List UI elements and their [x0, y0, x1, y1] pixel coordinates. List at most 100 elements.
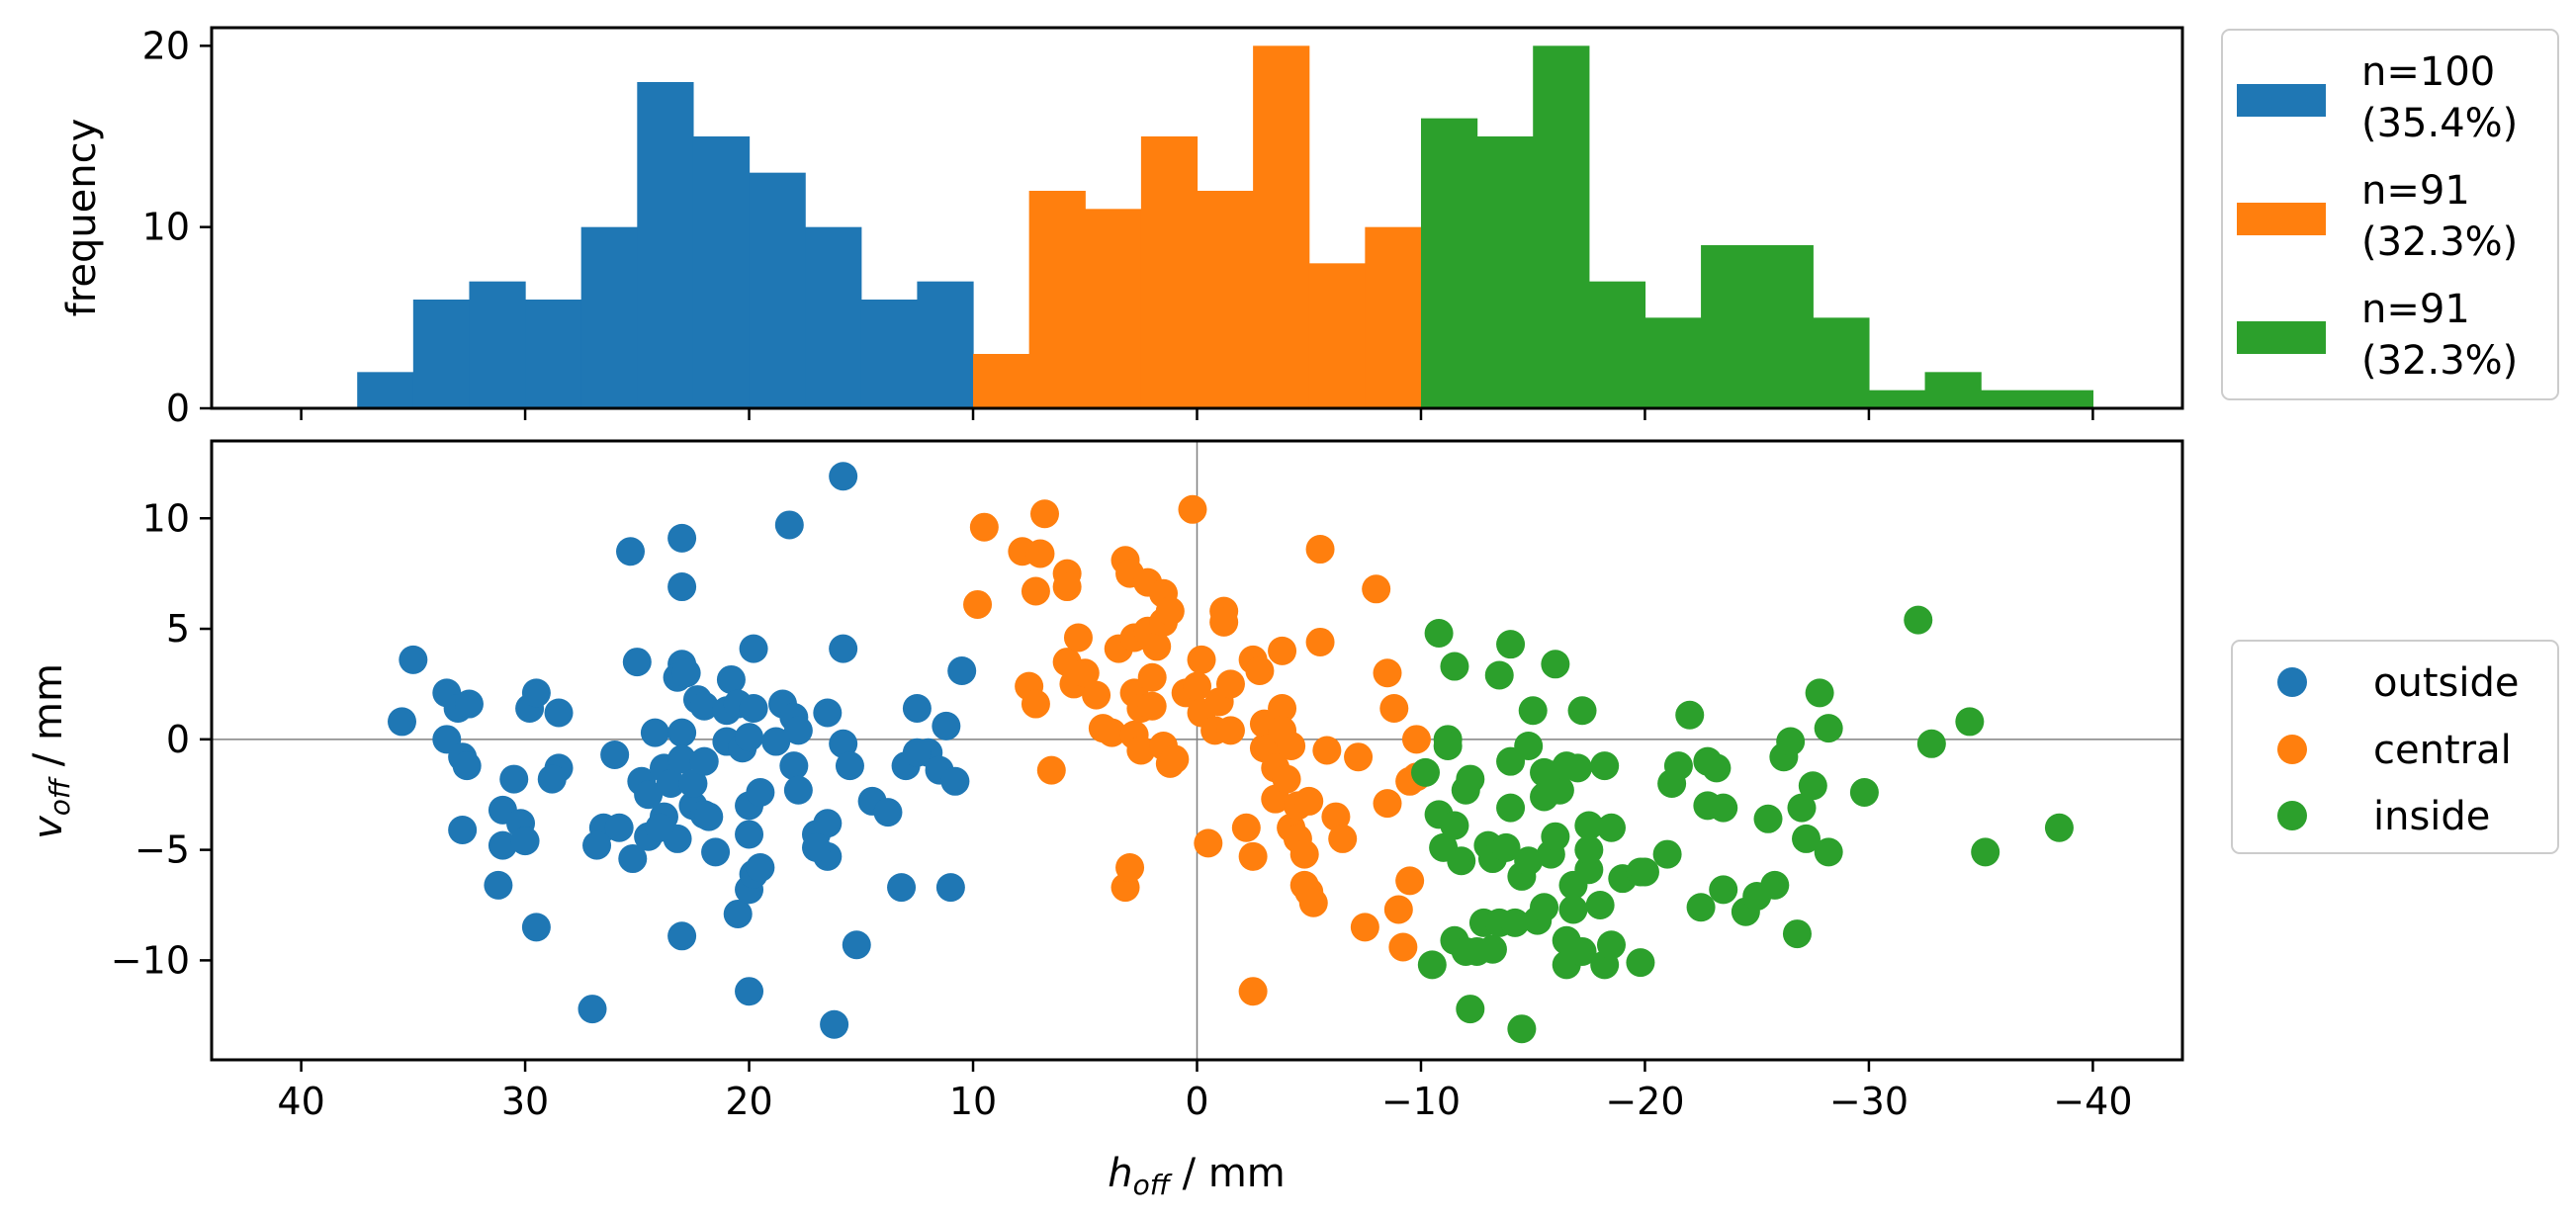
scatter-point-inside: [1585, 891, 1615, 919]
scatter-xtick-label: 30: [501, 1080, 549, 1123]
scatter-point-outside: [746, 777, 775, 807]
scatter-point-outside: [774, 510, 804, 540]
scatter-reference-lines: [212, 441, 2182, 1060]
scatter-point-inside: [1596, 930, 1626, 960]
legend-label-inside-line2: (32.3%): [2361, 338, 2518, 384]
scatter-point-outside: [735, 723, 764, 752]
scatter-point-inside: [1411, 757, 1441, 787]
scatter-point-central: [1215, 716, 1245, 745]
scatter-point-outside: [616, 537, 646, 566]
hist-bar-outside-10: [917, 281, 974, 408]
hist-bar-central-5: [1253, 45, 1310, 408]
legend-scatter-label-outside: outside: [2373, 660, 2519, 706]
scatter-point-central: [1294, 786, 1324, 816]
hist-bar-outside-9: [860, 300, 919, 408]
scatter-point-central: [1305, 535, 1335, 565]
scatter-point-central: [1021, 689, 1050, 719]
scatter-point-outside: [399, 645, 428, 674]
legend-label-outside-line2: (35.4%): [2361, 101, 2518, 146]
hist-bar-outside-7: [749, 172, 806, 408]
scatter-point-central: [969, 512, 999, 542]
hist-bar-inside-0: [1420, 118, 1478, 409]
scatter-point-inside: [1849, 777, 1879, 807]
hist-bar-outside-4: [580, 226, 638, 408]
scatter-point-central: [1194, 828, 1223, 858]
hist-bar-central-4: [1197, 191, 1254, 408]
scatter-point-central: [1272, 764, 1301, 794]
scatter-point-outside: [902, 738, 932, 767]
legend-scatter-label-inside: inside: [2373, 794, 2490, 839]
xlabel-main: h: [1108, 1151, 1132, 1196]
scatter-point-central: [1268, 636, 1297, 665]
histogram-ticks: 0 10 20: [142, 24, 2094, 430]
scatter-point-outside: [537, 764, 567, 794]
scatter-xlabel: hoff / mm: [1108, 1151, 1286, 1201]
xlabel-sub: off: [1133, 1169, 1173, 1201]
histogram-legend: n=100 (35.4%) n=91 (32.3%) n=91 (32.3%): [2221, 29, 2559, 400]
scatter-point-outside: [622, 648, 652, 677]
scatter-xtick-label: −40: [2053, 1080, 2132, 1123]
scatter-point-inside: [1798, 771, 1827, 801]
scatter-point-inside: [1496, 630, 1526, 659]
scatter-point-inside: [1518, 696, 1548, 726]
scatter-point-inside: [1545, 775, 1574, 805]
hist-bar-central-7: [1365, 226, 1422, 408]
legend-label-central-line1: n=91: [2361, 168, 2470, 214]
scatter-point-inside: [1709, 875, 1738, 905]
scatter-point-outside: [761, 727, 791, 756]
scatter-point-inside: [1567, 696, 1597, 726]
scatter-point-outside: [604, 813, 634, 842]
scatter-point-outside: [640, 718, 669, 747]
scatter-point-outside: [452, 751, 482, 781]
scatter-point-outside: [829, 462, 858, 491]
histogram-panel: 0 10 20 frequency: [59, 24, 2184, 430]
legend-swatch-outside: [2237, 84, 2326, 117]
scatter-point-outside: [671, 658, 701, 688]
scatter-point-central: [963, 589, 993, 619]
scatter-point-central: [1187, 645, 1216, 674]
scatter-point-outside: [829, 729, 858, 758]
scatter-point-inside: [2044, 813, 2074, 842]
scatter-point-inside: [1500, 908, 1530, 937]
scatter-point-outside: [735, 820, 764, 849]
scatter-point-central: [1137, 662, 1167, 692]
scatter-point-central: [1379, 694, 1409, 724]
scatter-point-central: [1209, 607, 1239, 637]
scatter-point-inside: [1590, 751, 1620, 781]
scatter-ylabel: voff / mm: [26, 663, 76, 839]
scatter-point-outside: [544, 698, 574, 728]
scatter-point-central: [1155, 596, 1185, 626]
scatter-ytick-label: 5: [166, 607, 190, 651]
scatter-point-inside: [1496, 793, 1526, 823]
scatter-xtick-label: 20: [725, 1080, 772, 1123]
scatter-point-outside: [723, 899, 753, 928]
scatter-point-outside: [873, 798, 903, 827]
scatter-point-outside: [947, 656, 977, 686]
scatter-point-outside: [701, 837, 731, 867]
hist-bar-central-2: [1085, 209, 1142, 408]
scatter-point-inside: [1574, 855, 1604, 885]
scatter-point-central: [1383, 895, 1413, 924]
hist-bar-inside-10: [1981, 390, 2094, 408]
scatter-point-outside: [499, 764, 529, 794]
scatter-point-outside: [694, 802, 724, 831]
scatter-point-inside: [1484, 660, 1514, 690]
scatter-point-central: [1344, 742, 1374, 772]
hist-bar-outside-5: [637, 82, 694, 408]
scatter-point-central: [1036, 755, 1066, 785]
legend-label-inside-line1: n=91: [2361, 287, 2470, 332]
scatter-point-central: [1238, 841, 1268, 871]
scatter-point-inside: [1702, 753, 1732, 783]
scatter-point-inside: [1433, 732, 1463, 761]
scatter-point-central: [1401, 725, 1431, 754]
scatter-point-inside: [1447, 846, 1476, 876]
scatter-point-central: [1277, 732, 1306, 761]
scatter-xtick-label: −10: [1381, 1080, 1461, 1123]
scatter-point-outside: [932, 711, 961, 740]
scatter-point-outside: [940, 766, 970, 796]
scatter-ytick-label: 10: [142, 496, 190, 540]
scatter-xtick-label: 10: [949, 1080, 997, 1123]
scatter-point-outside: [582, 830, 612, 860]
scatter-point-central: [1245, 656, 1275, 686]
hist-bar-central-6: [1308, 263, 1366, 408]
